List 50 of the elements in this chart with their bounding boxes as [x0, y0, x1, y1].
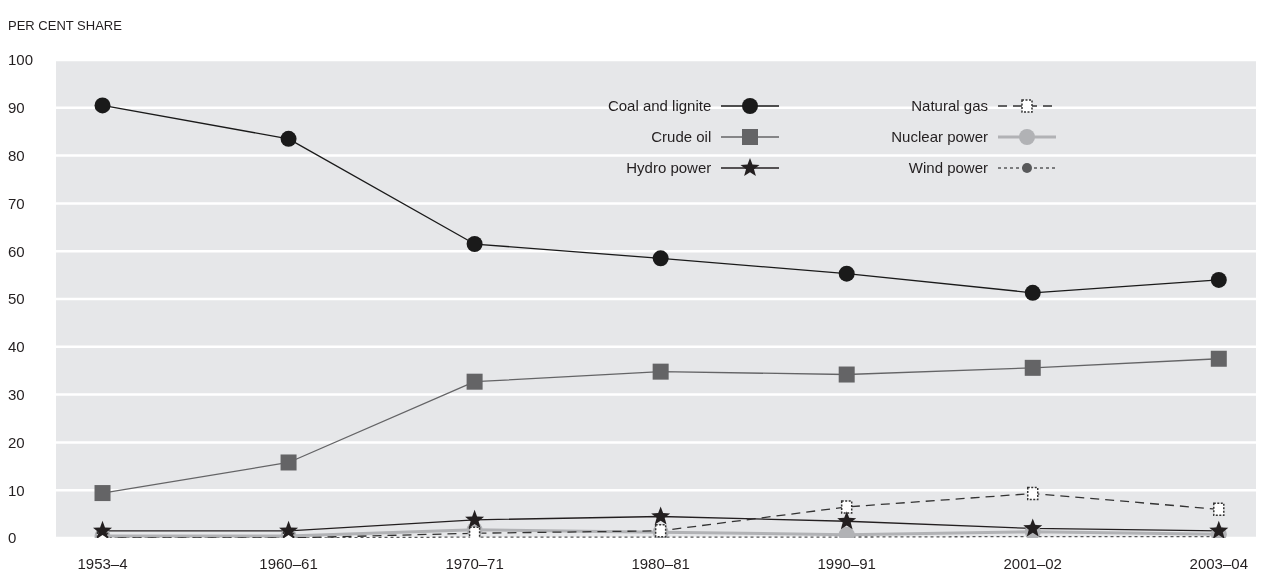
point [1024, 359, 1041, 376]
y-tick-label: 40 [8, 338, 25, 356]
legend-label: Wind power [908, 159, 988, 176]
y-tick-label: 60 [8, 242, 25, 260]
point [1026, 486, 1039, 501]
point [1024, 284, 1041, 301]
x-tick-label: 1960–61 [259, 554, 318, 572]
point [651, 506, 671, 525]
point [468, 526, 481, 538]
point [279, 520, 299, 538]
legend-label: Crude oil [651, 128, 712, 145]
point [838, 366, 855, 383]
point [94, 97, 111, 114]
point [94, 485, 111, 502]
point [840, 500, 853, 514]
x-tick-label: 1980–81 [631, 554, 690, 572]
point [838, 265, 855, 282]
x-tick-label: 2001–02 [1003, 554, 1062, 572]
x-tick-label: 1990–91 [817, 554, 876, 572]
point [837, 511, 857, 530]
point [1023, 518, 1043, 537]
point [280, 130, 297, 147]
point [465, 509, 485, 528]
point [1210, 350, 1227, 367]
y-tick-label: 20 [8, 433, 25, 451]
y-tick-label: 50 [8, 290, 25, 308]
x-tick-label: 1953–4 [77, 554, 128, 572]
y-axis-title: PER CENT SHARE [8, 18, 122, 33]
y-tick-label: 30 [8, 385, 25, 403]
point [466, 236, 483, 253]
legend-label: Natural gas [911, 97, 988, 114]
point [280, 454, 297, 471]
y-tick-label: 10 [8, 481, 25, 499]
y-tick-label: 70 [8, 194, 25, 212]
x-tick-label: 2003–04 [1189, 554, 1248, 572]
point [1210, 271, 1227, 288]
point [1213, 502, 1225, 517]
legend-label: Hydro power [626, 159, 712, 176]
y-tick-label: 80 [8, 146, 25, 164]
point [652, 363, 669, 380]
y-tick-label: 90 [8, 99, 25, 117]
point [1209, 520, 1229, 538]
legend-label: Coal and lignite [607, 97, 712, 114]
x-tick-label: 1970–71 [445, 554, 504, 572]
y-tick-label: 100 [8, 51, 34, 69]
point [93, 520, 113, 538]
point [466, 373, 483, 390]
point [652, 250, 669, 267]
legend-label: Nuclear power [891, 128, 988, 145]
y-tick-label: 0 [8, 529, 17, 547]
